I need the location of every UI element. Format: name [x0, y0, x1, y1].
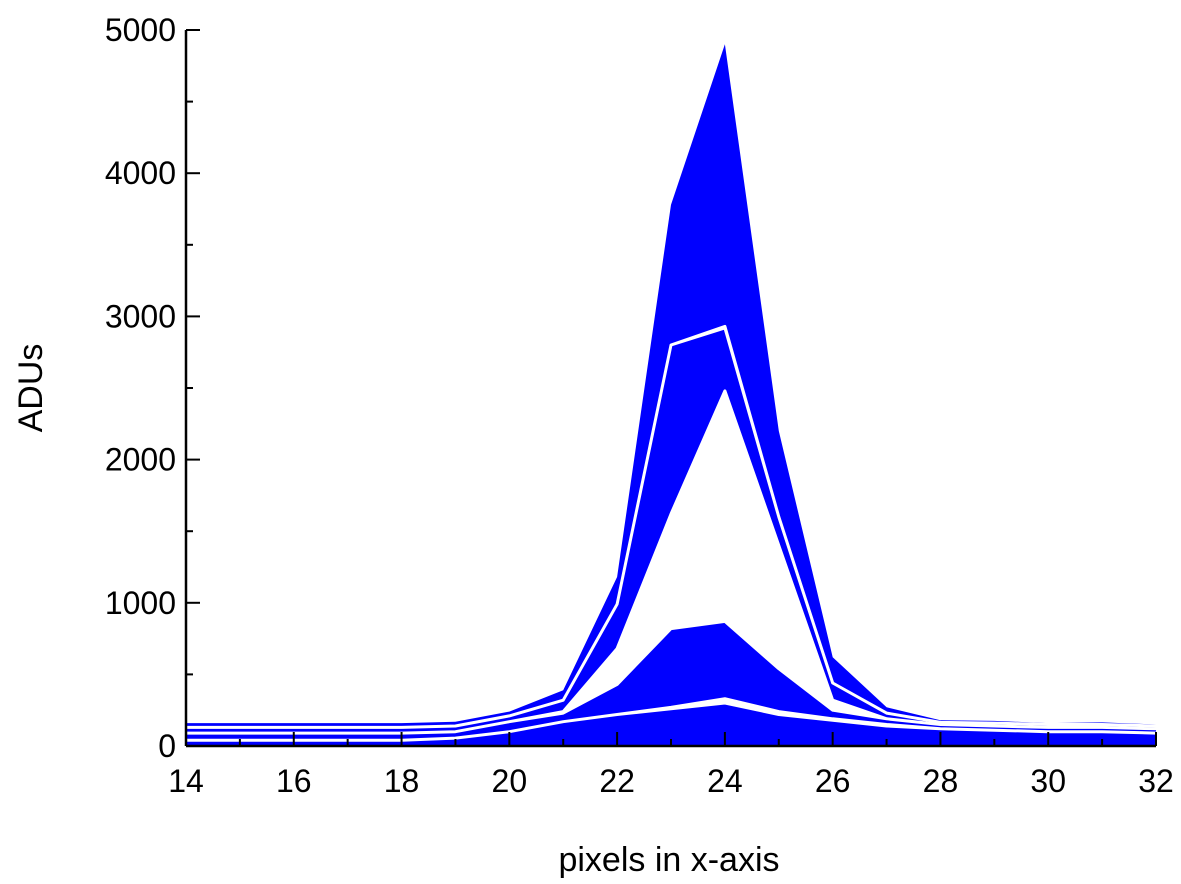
y-tick-label: 1000	[105, 585, 176, 621]
x-tick-label: 28	[923, 763, 959, 799]
x-tick-label: 32	[1138, 763, 1174, 799]
x-tick-label: 22	[599, 763, 635, 799]
area-band-3	[184, 389, 1158, 735]
x-tick-label: 30	[1030, 763, 1066, 799]
area-band-1	[186, 44, 1156, 747]
y-tick-label: 0	[158, 728, 176, 764]
plot-area	[184, 44, 1158, 747]
y-axis-title: ADUs	[12, 344, 50, 433]
y-tick-label: 5000	[105, 12, 176, 48]
x-tick-label: 14	[168, 763, 204, 799]
y-tick-label: 4000	[105, 155, 176, 191]
x-tick-label: 24	[707, 763, 743, 799]
x-tick-label: 20	[492, 763, 528, 799]
axes: 14 16 18 20 22 24 26 28 30 32 0 1000 2000 3000 4000 500…	[105, 12, 1174, 799]
y-tick-label: 2000	[105, 442, 176, 478]
x-tick-label: 16	[276, 763, 312, 799]
x-tick-label: 18	[384, 763, 420, 799]
y-tick-label: 3000	[105, 298, 176, 334]
x-tick-label: 26	[815, 763, 851, 799]
area-band-4	[184, 324, 1158, 729]
x-axis-title: pixels in x-axis	[558, 841, 779, 879]
